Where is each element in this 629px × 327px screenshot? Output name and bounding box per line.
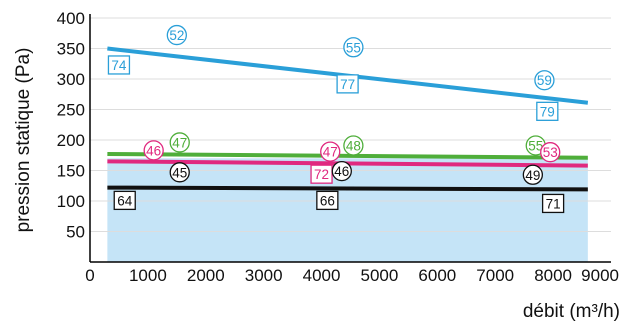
marker-circle: 52 bbox=[166, 24, 187, 46]
x-tick-label: 2000 bbox=[187, 266, 225, 285]
y-tick-label: 400 bbox=[57, 9, 85, 28]
marker-circle-shape bbox=[320, 141, 341, 162]
marker-circle-shape bbox=[540, 142, 561, 163]
x-tick-label: 9000 bbox=[581, 266, 619, 285]
marker-label: 48 bbox=[346, 138, 361, 153]
marker-circle-shape bbox=[169, 132, 190, 153]
marker-label: 55 bbox=[528, 138, 543, 153]
y-tick-label: 100 bbox=[57, 192, 85, 211]
y-tick-label: 200 bbox=[57, 131, 85, 150]
marker-circle-shape bbox=[169, 162, 190, 183]
marker-square-shape bbox=[310, 164, 333, 184]
marker-square: 72 bbox=[310, 164, 333, 184]
marker-label: 74 bbox=[111, 58, 127, 73]
marker-square-shape bbox=[336, 74, 359, 94]
x-tick-label: 3000 bbox=[245, 266, 283, 285]
marker-label: 47 bbox=[323, 145, 338, 160]
marker-circle-shape bbox=[143, 140, 164, 161]
y-tick-label: 50 bbox=[66, 223, 85, 242]
marker-circle: 55 bbox=[343, 37, 364, 58]
y-tick-label: 250 bbox=[57, 101, 85, 120]
y-tick-label: 350 bbox=[57, 40, 85, 59]
marker-square: 66 bbox=[316, 190, 339, 211]
marker-label: 72 bbox=[314, 167, 329, 182]
marker-square-shape bbox=[536, 101, 559, 121]
marker-label: 46 bbox=[334, 164, 349, 179]
marker-circle: 49 bbox=[522, 164, 543, 185]
y-axis-label: pression statique (Pa) bbox=[13, 48, 34, 233]
marker-circle: 47 bbox=[169, 132, 190, 153]
marker-label: 49 bbox=[525, 168, 540, 183]
marker-square: 64 bbox=[113, 190, 136, 211]
marker-circle: 53 bbox=[540, 142, 561, 163]
marker-label: 59 bbox=[537, 73, 552, 88]
marker-label: 52 bbox=[169, 28, 184, 43]
markers-layer: 52 74 55 77 59 79 47 48 55 46 47 53 72 45 46 49 64 66 71 bbox=[107, 24, 565, 214]
marker-circle-shape bbox=[522, 164, 543, 185]
marker-square: 77 bbox=[336, 74, 359, 94]
marker-circle: 48 bbox=[343, 135, 364, 156]
x-tick-label: 5000 bbox=[361, 266, 399, 285]
x-tick-label: 0 bbox=[85, 266, 94, 285]
y-tick-label: 300 bbox=[57, 70, 85, 89]
x-tick-label: 4000 bbox=[303, 266, 341, 285]
x-tick-label: 6000 bbox=[418, 266, 456, 285]
marker-square-shape bbox=[316, 190, 339, 211]
marker-label: 45 bbox=[172, 165, 187, 180]
marker-circle-shape bbox=[331, 160, 352, 182]
series-line-4 bbox=[107, 185, 588, 192]
marker-label: 64 bbox=[117, 193, 133, 208]
marker-square-shape bbox=[107, 55, 131, 75]
marker-circle-shape bbox=[166, 24, 187, 46]
marker-label: 47 bbox=[172, 135, 187, 150]
marker-label: 66 bbox=[320, 193, 335, 208]
x-axis-label: débit (m³/h) bbox=[523, 301, 620, 322]
marker-square-shape bbox=[113, 190, 136, 211]
marker-square: 71 bbox=[541, 193, 565, 214]
x-tick-label: 1000 bbox=[129, 266, 167, 285]
marker-square: 74 bbox=[107, 55, 131, 75]
marker-circle: 45 bbox=[169, 162, 190, 183]
marker-square: 79 bbox=[536, 101, 559, 121]
marker-circle: 59 bbox=[534, 70, 555, 91]
marker-label: 77 bbox=[340, 77, 355, 92]
marker-circle-shape bbox=[343, 135, 364, 156]
y-tick-label: 150 bbox=[57, 162, 85, 181]
series-line-2 bbox=[107, 152, 588, 160]
marker-label: 55 bbox=[346, 40, 361, 55]
marker-circle: 47 bbox=[320, 141, 341, 162]
marker-circle: 46 bbox=[143, 140, 164, 161]
marker-circle-shape bbox=[534, 70, 555, 91]
marker-label: 46 bbox=[146, 143, 161, 158]
marker-circle-shape bbox=[343, 37, 364, 58]
marker-label: 53 bbox=[543, 145, 558, 160]
axes-layer bbox=[89, 14, 611, 263]
marker-square-shape bbox=[541, 193, 565, 214]
marker-label: 79 bbox=[540, 104, 555, 119]
x-tick-label: 7000 bbox=[476, 266, 514, 285]
marker-label: 71 bbox=[546, 196, 561, 211]
marker-circle: 46 bbox=[331, 160, 352, 182]
x-tick-label: 8000 bbox=[534, 266, 572, 285]
